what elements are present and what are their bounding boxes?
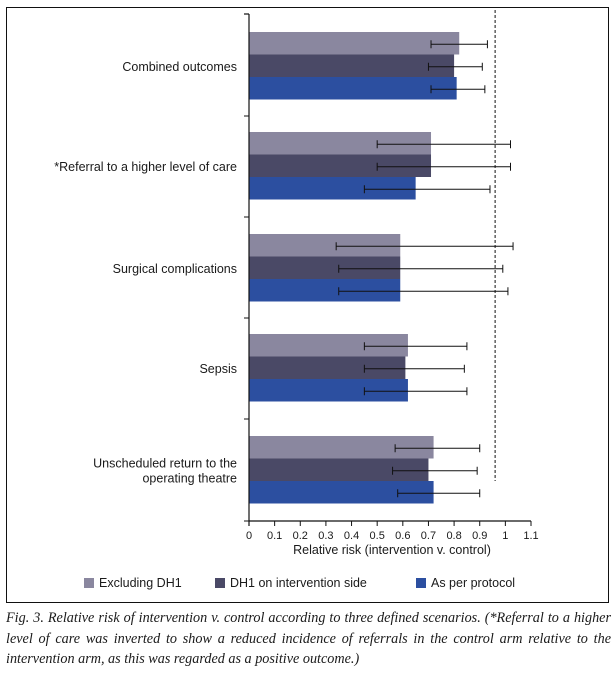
x-tick-label: 0.1 [267,530,282,542]
bar [249,436,434,459]
bar [249,132,432,155]
legend-item-as-per-protocol: As per protocol [416,576,515,590]
category-label: Combined outcomes [122,60,237,74]
bar [249,32,460,55]
x-tick-label: 0.7 [421,530,436,542]
bar [249,379,408,402]
bar [249,356,406,379]
category-label: Unscheduled return to the [93,456,237,470]
x-tick-label: 1 [502,530,508,542]
bar [249,279,401,302]
bar-chart: Combined outcomes *Referral to a higher l… [54,10,539,557]
bar [249,54,455,77]
x-tick-label: 1.1 [523,530,538,542]
bar [249,234,401,257]
x-tick-label: 0.5 [370,530,385,542]
legend-label: As per protocol [431,576,516,590]
bar [249,256,401,279]
category-label: operating theatre [142,471,237,485]
bar [249,458,429,481]
x-axis-label: Relative risk (intervention v. control) [293,543,491,557]
legend-item-dh1-intervention: DH1 on intervention side [215,576,367,590]
legend-label: DH1 on intervention side [230,576,367,590]
legend-swatch [416,578,426,588]
x-tick-label: 0.2 [293,530,308,542]
x-tick-label: 0 [246,530,252,542]
x-tick-label: 0.8 [446,530,461,542]
legend-item-excluding-dh1: Excluding DH1 [84,576,182,590]
bar [249,334,408,357]
bar [249,77,457,100]
legend-swatch [215,578,225,588]
legend-swatch [84,578,94,588]
x-tick-label: 0.4 [344,530,359,542]
legend-label: Excluding DH1 [99,576,182,590]
x-tick-label: 0.3 [318,530,333,542]
bar [249,154,432,177]
x-tick-label: 0.6 [395,530,410,542]
figure-caption: Fig. 3. Relative risk of intervention v.… [6,610,611,667]
category-label: *Referral to a higher level of care [54,160,237,174]
bar [249,481,434,504]
category-label: Sepsis [199,362,237,376]
category-label: Surgical complications [113,262,237,276]
bar [249,177,416,200]
figure-frame [6,7,609,603]
x-tick-label: 0.9 [472,530,487,542]
